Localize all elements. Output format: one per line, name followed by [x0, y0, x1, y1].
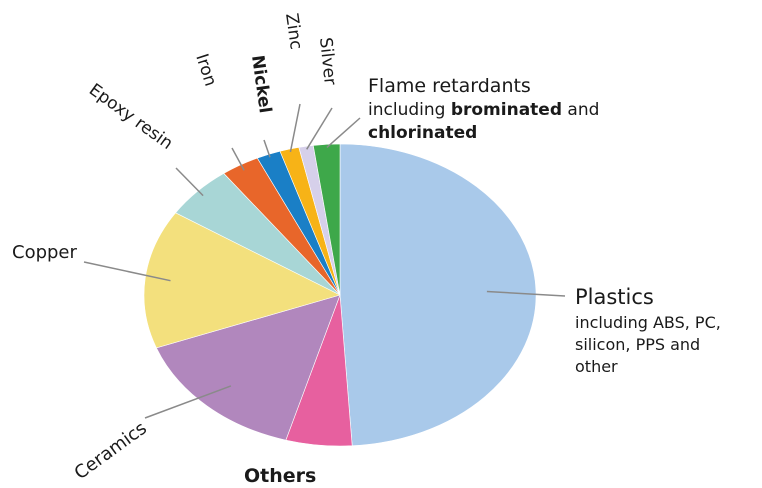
slice-note-plastics: including ABS, PC, silicon, PPS and other — [575, 313, 721, 376]
slice-label-copper: Copper — [12, 242, 78, 263]
flame-note-fragment: and — [562, 100, 599, 120]
leader-line-silver — [306, 107, 333, 150]
slice-label-zinc: Zinc — [281, 12, 306, 51]
slice-label-iron: Iron — [191, 51, 220, 88]
slice-ceramics — [155, 294, 341, 441]
pie-slices — [143, 143, 537, 447]
slice-plastics — [339, 143, 537, 447]
flame-note-fragment: chlorinated — [368, 123, 477, 143]
leader-line-zinc — [289, 103, 301, 153]
leader-line-nickel — [263, 139, 271, 158]
flame-note-line: including brominated and — [368, 100, 599, 120]
leader-line-ceramics — [144, 385, 232, 419]
slice-copper — [143, 212, 341, 349]
slice-flame-retardants — [312, 143, 341, 296]
flame-note-fragment: including — [368, 100, 451, 120]
slice-label-flame-retardants: Flame retardants — [368, 75, 531, 97]
leader-line-plastics — [486, 290, 566, 297]
slice-label-others: Others — [244, 465, 316, 487]
plastics-note-line: other — [575, 357, 618, 376]
leader-lines — [83, 103, 566, 419]
plastics-note-line: including ABS, PC, — [575, 313, 721, 332]
flame-note-line: chlorinated — [368, 123, 477, 143]
leader-line-flame-retardants — [326, 117, 361, 148]
leader-line-epoxy-resin — [175, 167, 204, 197]
flame-note-fragment: brominated — [451, 100, 562, 120]
plastics-note-line: silicon, PPS and — [575, 335, 700, 354]
slice-label-nickel: Nickel — [247, 54, 275, 115]
slice-label-epoxy-resin: Epoxy resin — [85, 80, 176, 154]
slice-note-flame-retardants: including brominated and chlorinated — [368, 100, 599, 143]
leader-line-copper — [83, 261, 171, 282]
slice-label-silver: Silver — [315, 36, 340, 86]
slice-label-plastics: Plastics — [575, 285, 654, 309]
slice-label-ceramics: Ceramics — [71, 418, 151, 484]
leader-line-iron — [231, 147, 245, 171]
